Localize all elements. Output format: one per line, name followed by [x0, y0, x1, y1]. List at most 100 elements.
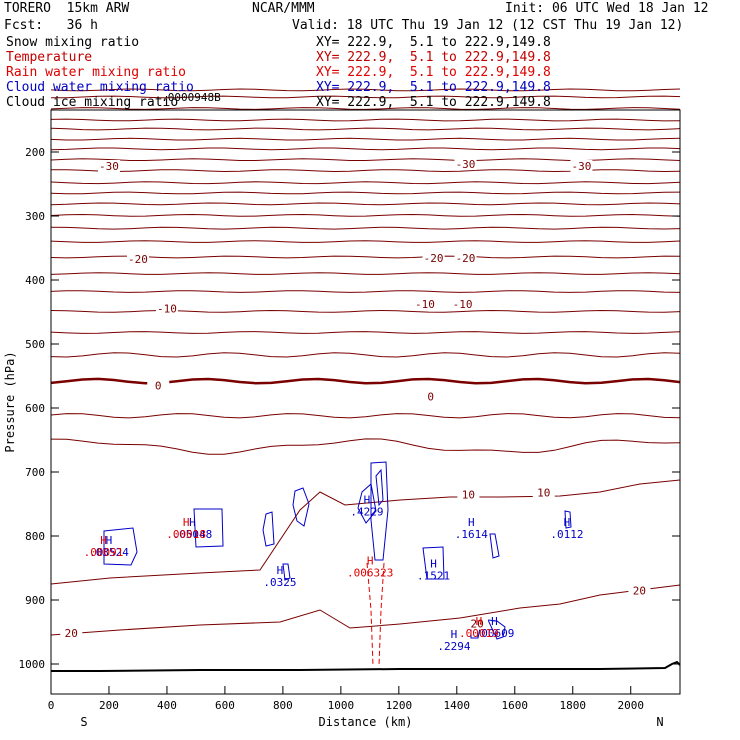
rain-max-value: .006323 [347, 566, 393, 579]
isotherm-label-bg [413, 298, 436, 311]
cloud-contour-2 [193, 508, 224, 548]
cloud-contour-10 [489, 533, 500, 559]
x-tick-label: 1200 [386, 699, 413, 712]
forecast-hour: Fcst: 36 h [4, 18, 98, 33]
x-tick-label: 600 [215, 699, 235, 712]
plot-frame [50, 109, 681, 695]
cloud-contour-1 [103, 527, 138, 566]
isotherm-label: 20 [633, 584, 646, 597]
cloud-max-value: .0325 [263, 576, 296, 589]
legend-rain-label: Rain water mixing ratio [6, 65, 187, 80]
isotherm-line [50, 309, 681, 313]
cloud-contour-9 [422, 546, 445, 580]
top-annotation: .0000948B [161, 91, 221, 104]
y-tick-label: 1000 [19, 658, 46, 671]
cloud-contour-7 [357, 483, 377, 524]
isotherm-line [50, 479, 681, 585]
legend-cloud-water-label: Cloud water mixing ratio [6, 80, 194, 95]
isotherm-label: 20 [470, 618, 483, 631]
x-tick-label: 200 [99, 699, 119, 712]
cloud-contour-11 [564, 510, 572, 529]
legend-cloud-water-xy: XY= 222.9, 5.1 to 222.9,149.8 [316, 80, 551, 95]
rain-max-value: .00018 [166, 528, 206, 541]
isotherm-line [50, 438, 681, 455]
cloud-max-marker: H [430, 558, 437, 571]
isotherm-line [50, 272, 681, 275]
cloud-max-value: .05048 [173, 528, 213, 541]
y-tick-label: 200 [25, 146, 45, 159]
isotherm-line [50, 255, 681, 259]
temperature-isotherms [50, 88, 681, 636]
isotherm-label: 10 [537, 486, 550, 499]
legend-rain-xy: XY= 222.9, 5.1 to 222.9,149.8 [316, 65, 551, 80]
model-name: TORERO 15km ARW [4, 1, 130, 16]
y-tick-label: 400 [25, 274, 45, 287]
x-tick-label: 1400 [444, 699, 471, 712]
rain-max-value: .00019 [459, 627, 499, 640]
cloud-max-marker: H [491, 615, 498, 628]
cloud-max-marker: H [106, 534, 113, 547]
cloud-water-contours [103, 461, 572, 640]
y-tick-label: 600 [25, 402, 45, 415]
cloud-contour-8 [375, 468, 384, 507]
endpoint-left: S [80, 715, 87, 729]
legend-cloud-ice-xy: XY= 222.9, 5.1 to 222.9,149.8 [316, 95, 551, 110]
legend-temperature-label: Temperature [6, 50, 93, 65]
x-tick-label: 2000 [617, 699, 644, 712]
cloud-max-value: .4229 [350, 506, 383, 519]
cloud-max-value: .1614 [455, 528, 488, 541]
legend-snow-xy: XY= 222.9, 5.1 to 222.9,149.8 [316, 35, 551, 50]
isotherm-label-bg [454, 158, 477, 171]
isotherm-label-bg [155, 302, 178, 315]
x-axis-label: Distance (km) [319, 715, 413, 729]
isotherm-label: -10 [415, 298, 435, 311]
isotherm-label: -20 [424, 252, 444, 265]
rain-max-marker: H [183, 516, 190, 529]
isotherm-line [50, 181, 681, 185]
isotherm-label: -20 [128, 253, 148, 266]
cloud-contour-3 [262, 511, 275, 547]
valid-time: Valid: 18 UTC Thu 19 Jan 12 (12 CST Thu … [292, 18, 684, 33]
isotherm-line [50, 226, 681, 230]
cloud-max-value: .1521 [417, 570, 450, 583]
organization: NCAR/MMM [252, 1, 315, 16]
isotherm-line [50, 137, 681, 141]
y-axis-label: Pressure (hPa) [3, 351, 17, 452]
cloud-max-value: .00609 [475, 627, 515, 640]
x-tick-label: 400 [157, 699, 177, 712]
isotherm-line [50, 202, 681, 206]
isotherm-label: -20 [456, 252, 476, 265]
cloud-max-marker: H [564, 516, 571, 529]
isotherm-line [50, 95, 681, 99]
isotherm-label-bg [126, 252, 149, 265]
isotherm-label-bg [451, 298, 474, 311]
isotherm-label-bg [532, 486, 555, 499]
isotherm-label-bg [97, 160, 120, 172]
cloud-contour-6 [370, 461, 389, 561]
isotherm-line [50, 147, 681, 151]
isotherm-label: -10 [157, 303, 177, 316]
isotherm-label: -10 [453, 298, 473, 311]
y-tick-label: 700 [25, 466, 45, 479]
legend-temperature-xy: XY= 222.9, 5.1 to 222.9,149.8 [316, 50, 551, 65]
isotherm-label-bg [454, 252, 477, 265]
rain-max-marker: H [100, 534, 107, 547]
x-tick-label: 800 [273, 699, 293, 712]
isotherm-label: 0 [155, 380, 162, 393]
cloud-max-value: .0112 [550, 528, 583, 541]
chart-labels: .0000948B -30 -30 -30 -20 -20 -20 -10 -10 -10 0 0 10… [60, 91, 651, 653]
y-tick-label: 300 [25, 210, 45, 223]
rain-contours [366, 562, 385, 667]
x-tick-label: 0 [48, 699, 55, 712]
isotherm-line [50, 413, 681, 419]
isotherm-label-bg [457, 488, 480, 501]
cloud-contour-4 [292, 487, 310, 527]
cloud-contour-13 [487, 619, 506, 640]
isotherm-label: -30 [99, 160, 119, 173]
cloud-max-marker: H [364, 494, 371, 507]
y-tick-label: 500 [25, 338, 45, 351]
isotherm-label-bg [466, 617, 489, 630]
isotherm-line [50, 213, 681, 217]
